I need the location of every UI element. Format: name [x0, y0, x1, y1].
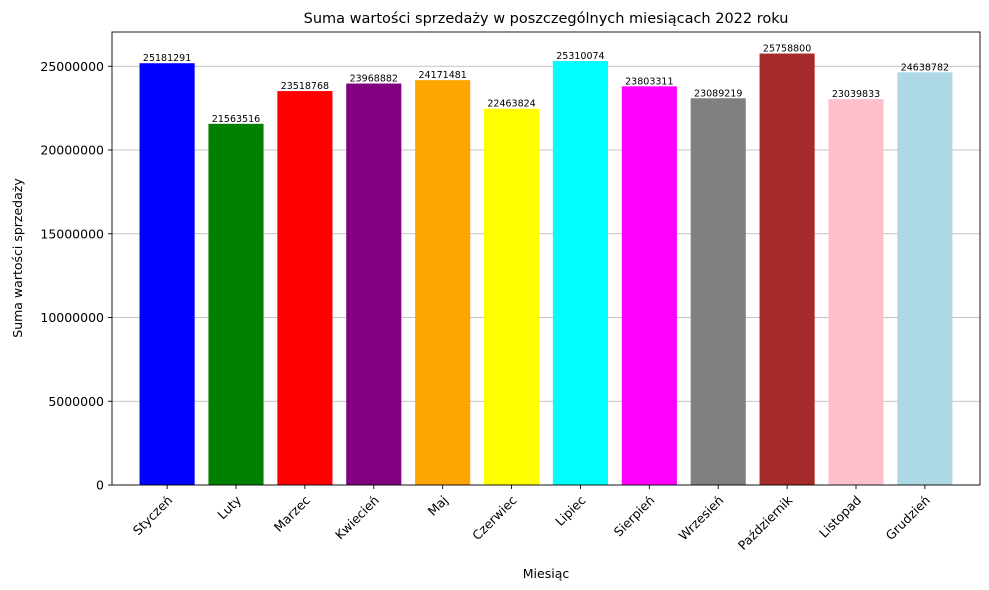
x-tick-label: Sierpień: [611, 493, 658, 540]
x-tick-label: Czerwiec: [469, 492, 520, 543]
bar-value-label: 24171481: [418, 70, 466, 81]
bar: [415, 80, 471, 485]
x-tick-label: Październik: [735, 492, 796, 553]
bars: [139, 53, 953, 486]
x-tick-label: Lipiec: [552, 492, 588, 528]
bar-value-labels: 25181291 21563516 23518768 23968882 24171481…: [143, 44, 949, 125]
bar: [346, 83, 402, 486]
bar: [759, 53, 815, 485]
bar: [484, 108, 540, 485]
bar: [208, 123, 264, 486]
bar: [897, 72, 953, 485]
y-tick-label: 15000000: [40, 226, 104, 241]
bar: [277, 91, 333, 485]
x-tick-label: Grudzień: [883, 493, 933, 543]
bar-value-label: 23968882: [350, 74, 398, 85]
bar-value-label: 21563516: [212, 114, 260, 125]
x-tick-label: Kwiecień: [332, 493, 382, 543]
bar-value-label: 25758800: [763, 44, 811, 55]
y-tick-label: 0: [96, 478, 104, 493]
bar-value-label: 22463824: [487, 99, 535, 110]
x-tick-label: Maj: [425, 493, 451, 519]
x-tick-label: Marzec: [271, 492, 313, 534]
bar-value-label: 25181291: [143, 53, 191, 64]
bar: [552, 61, 608, 485]
bar-value-label: 24638782: [901, 62, 949, 73]
bar-value-label: 23039833: [832, 89, 880, 100]
x-tick-label: Listopad: [816, 493, 864, 541]
y-axis-ticks: 0 5000000 10000000 15000000 20000000 25000000: [40, 59, 112, 493]
y-tick-label: 25000000: [40, 59, 104, 74]
x-axis-ticks: Styczeń Luty Marzec Kwiecień Maj Czerwiec Lipi…: [130, 485, 933, 553]
plot-frame: [111, 31, 981, 486]
x-tick-label: Wrzesień: [676, 493, 727, 544]
bar-value-label: 23518768: [281, 81, 329, 92]
bar: [690, 98, 746, 486]
x-tick-label: Styczeń: [130, 493, 175, 538]
bar: [621, 86, 677, 485]
chart-title: Suma wartości sprzedaży w poszczególnych…: [304, 11, 789, 27]
bar-value-label: 23803311: [625, 76, 673, 87]
bar: [139, 63, 195, 486]
y-tick-label: 10000000: [40, 310, 104, 325]
x-axis-label: Miesiąc: [523, 566, 570, 581]
bar-value-label: 25310074: [556, 51, 604, 62]
bar: [828, 99, 884, 485]
y-tick-label: 5000000: [48, 394, 104, 409]
x-tick-label: Luty: [214, 492, 244, 522]
bar-value-label: 23089219: [694, 88, 742, 99]
y-axis-label: Suma wartości sprzedaży: [10, 178, 25, 338]
y-tick-label: 20000000: [40, 143, 104, 158]
